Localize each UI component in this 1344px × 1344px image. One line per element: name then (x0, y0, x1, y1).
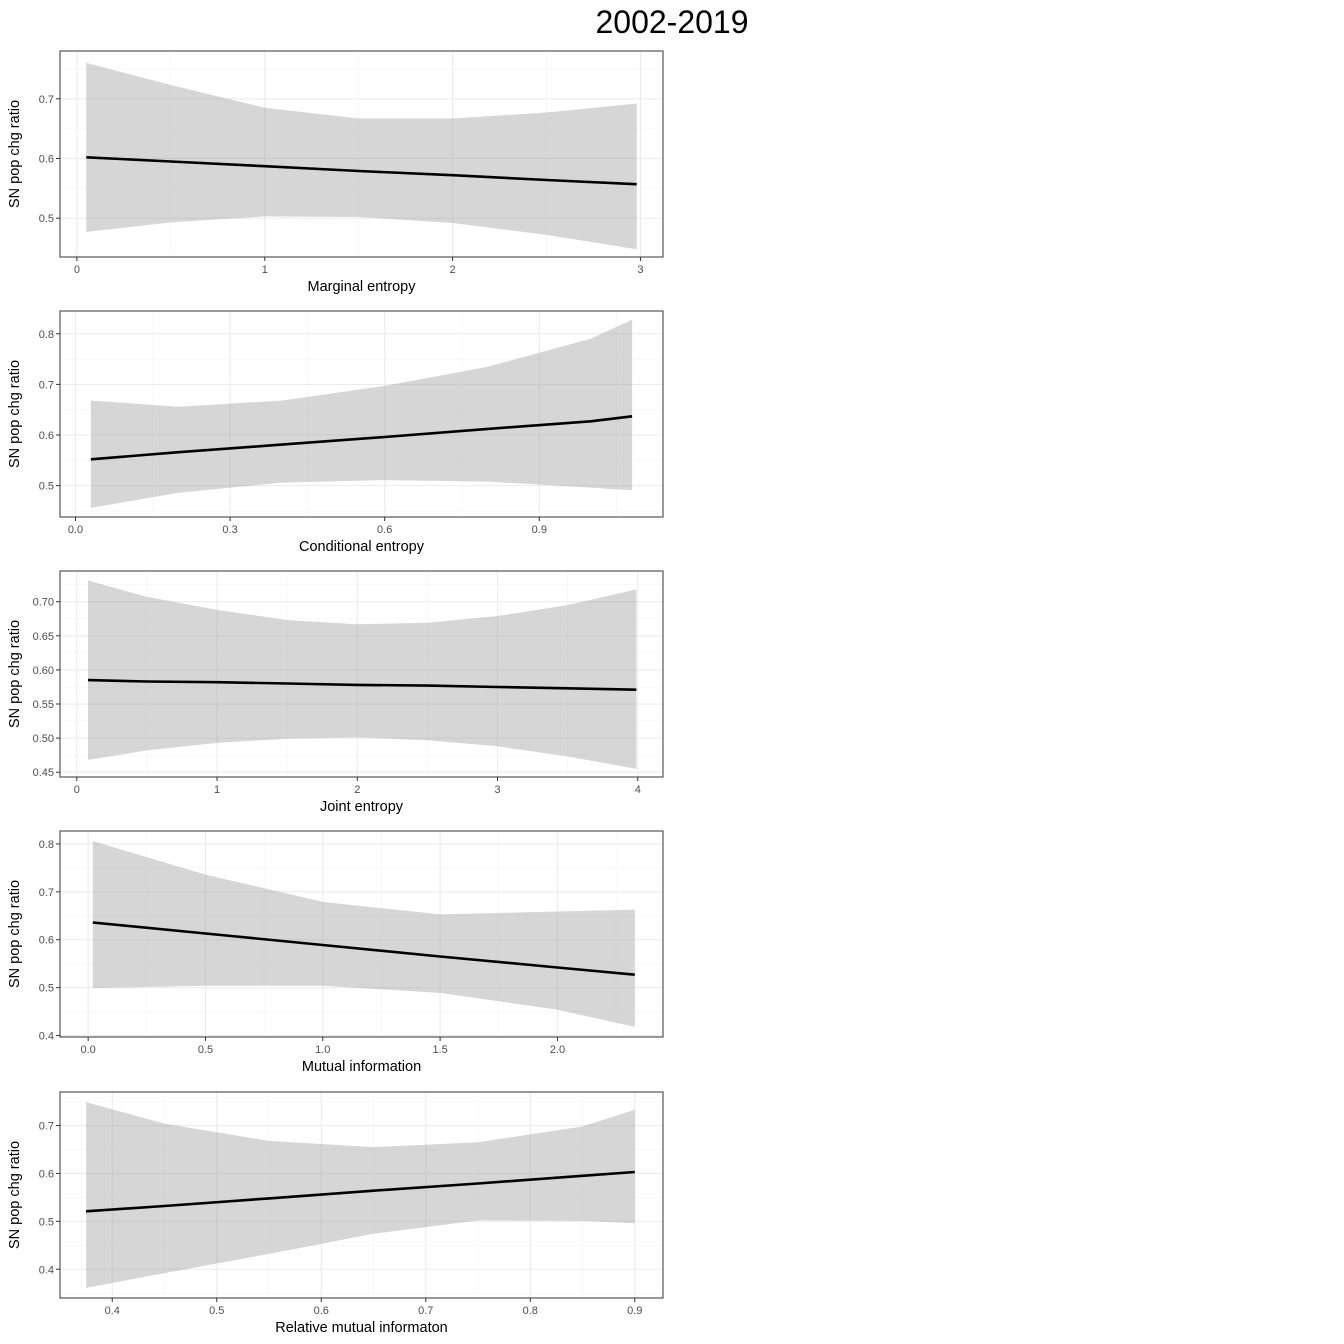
panel-background (60, 51, 663, 257)
x-tick-label: 1 (214, 784, 220, 796)
regression-line (86, 156, 637, 186)
y-tick-label: 0.45 (33, 767, 54, 779)
y-axis-title: SN pop chg ratio (7, 620, 23, 728)
x-tick-label: 0.3 (222, 524, 237, 536)
y-tick-label: 0.7 (39, 379, 54, 391)
x-tick-label: 0.9 (627, 1305, 642, 1317)
x-tick-label: 0.9 (532, 524, 547, 536)
x-tick-label: 2.0 (550, 1044, 565, 1056)
panel-3: 0 1 2 3 4 0.45 0.50 0.55 0.60 0.65 0.70 Joint entro… (7, 570, 664, 815)
y-tick-label: 0.70 (33, 597, 54, 609)
x-tick-label: 2 (354, 784, 360, 796)
x-axis-title: Joint entropy (320, 799, 404, 815)
panel-background (60, 311, 663, 517)
panel-border (59, 1091, 664, 1299)
y-tick-label: 0.8 (39, 839, 54, 851)
y-tick-label: 0.5 (39, 481, 54, 493)
y-tick-label: 0.65 (33, 631, 54, 643)
y-tick-label: 0.7 (39, 1121, 54, 1133)
x-tick-label: 0.7 (418, 1305, 433, 1317)
x-tick-label: 3 (637, 264, 643, 276)
y-tick-label: 0.8 (39, 329, 54, 341)
y-axis-title: SN pop chg ratio (7, 100, 23, 208)
regression-line (86, 1170, 635, 1213)
y-tick-label: 0.55 (33, 699, 54, 711)
y-axis-title: SN pop chg ratio (7, 1141, 23, 1249)
panel-background (60, 1092, 663, 1298)
y-tick-label: 0.6 (39, 1168, 54, 1180)
panel-background (60, 571, 663, 777)
x-tick-label: 4 (635, 784, 641, 796)
x-axis-title: Relative mutual informaton (275, 1320, 447, 1336)
y-tick-label: 0.4 (39, 1031, 54, 1043)
x-tick-label: 1.5 (432, 1044, 447, 1056)
x-axis-title: Marginal entropy (308, 279, 417, 295)
x-tick-label: 0 (74, 784, 80, 796)
regression-line (90, 415, 633, 461)
y-axis-title: SN pop chg ratio (7, 360, 23, 468)
y-tick-label: 0.7 (39, 94, 54, 106)
y-tick-label: 0.7 (39, 887, 54, 899)
x-tick-label: 0.8 (523, 1305, 538, 1317)
y-tick-label: 0.4 (39, 1264, 54, 1276)
panel-border (59, 50, 664, 258)
x-tick-label: 0.4 (105, 1305, 120, 1317)
y-tick-label: 0.5 (39, 983, 54, 995)
y-tick-label: 0.60 (33, 665, 54, 677)
confidence-band (88, 580, 637, 769)
panel-5: 0.4 0.5 0.6 0.7 0.8 0.9 0.4 0.5 0.6 0.7 Relative m… (7, 1091, 664, 1336)
confidence-band (86, 62, 637, 250)
y-tick-label: 0.50 (33, 733, 54, 745)
x-tick-label: 1 (262, 264, 268, 276)
panel-4: 0.0 0.5 1.0 1.5 2.0 0.4 0.5 0.6 0.7 0.8 Mutual inf… (7, 830, 664, 1075)
x-tick-label: 0.0 (68, 524, 83, 536)
x-tick-label: 0.0 (81, 1044, 96, 1056)
panel-background (60, 831, 663, 1037)
y-tick-label: 0.6 (39, 430, 54, 442)
panel-border (59, 310, 664, 518)
y-axis-title: SN pop chg ratio (7, 880, 23, 988)
panel-1: 0 1 2 3 0.5 0.6 0.7 Marginal entropy SN pop chg … (7, 50, 664, 295)
panel-border (59, 830, 664, 1038)
x-tick-label: 2 (450, 264, 456, 276)
x-tick-label: 1.0 (315, 1044, 330, 1056)
y-tick-label: 0.5 (39, 1216, 54, 1228)
panel-2: 0.0 0.3 0.6 0.9 0.5 0.6 0.7 0.8 Conditional entr… (7, 310, 664, 555)
x-tick-label: 3 (494, 784, 500, 796)
x-tick-label: 0 (74, 264, 80, 276)
panel-border (59, 570, 664, 778)
y-tick-label: 0.5 (39, 213, 54, 225)
confidence-band (92, 841, 635, 1027)
confidence-band (86, 1102, 635, 1288)
x-tick-label: 0.6 (314, 1305, 329, 1317)
x-tick-label: 0.5 (198, 1044, 213, 1056)
regression-line (87, 678, 637, 691)
x-axis-title: Mutual information (302, 1059, 421, 1075)
x-tick-label: 0.6 (377, 524, 392, 536)
y-tick-label: 0.6 (39, 153, 54, 165)
regression-line (92, 921, 635, 976)
x-axis-title: Conditional entropy (299, 539, 425, 555)
confidence-band (90, 319, 633, 508)
y-tick-label: 0.6 (39, 935, 54, 947)
x-tick-label: 0.5 (209, 1305, 224, 1317)
chart-title: 2002-2019 (595, 4, 749, 40)
